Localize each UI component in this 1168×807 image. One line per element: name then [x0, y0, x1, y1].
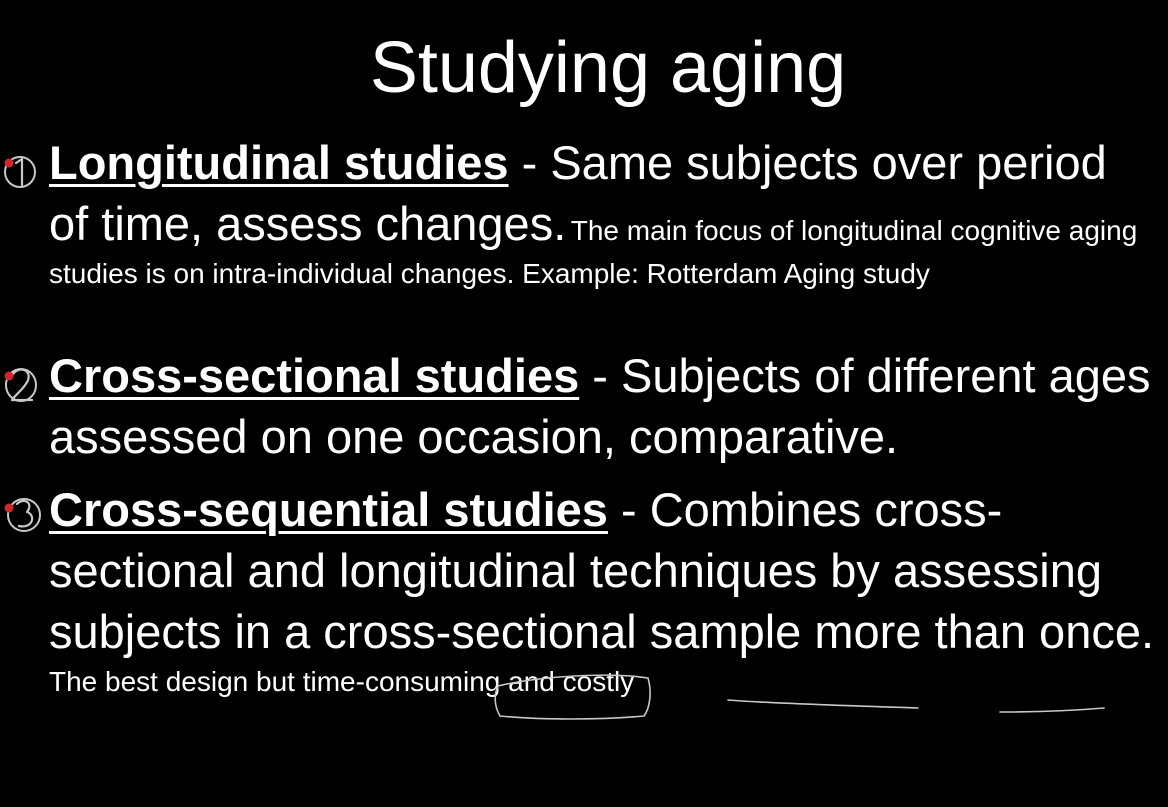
handwritten-number-1-icon — [4, 156, 36, 188]
description-cross-sequential: Combines cross-sectional and longitudina… — [49, 483, 1155, 658]
bullet-longitudinal: Longitudinal studies - Same subjects ove… — [49, 132, 1159, 294]
ink-circle-best-design — [494, 674, 651, 720]
separator: - — [579, 349, 621, 402]
ink-underline-costly — [999, 707, 1105, 713]
note-cross-sequential: The best design but time-consuming and c… — [49, 666, 635, 697]
bullet-cross-sectional: Cross-sectional studies - Subjects of di… — [49, 345, 1159, 467]
handwritten-number-3-icon — [4, 498, 41, 532]
bullet-cross-sequential: Cross-sequential studies - Combines cros… — [49, 479, 1159, 702]
description-cross-sectional: Subjects of different ages assessed on o… — [49, 349, 1151, 463]
description-longitudinal: Same subjects over period of time, asses… — [49, 136, 1107, 250]
separator: - — [508, 136, 551, 189]
term-cross-sectional: Cross-sectional studies — [49, 349, 580, 402]
ink-underline-time-consuming — [727, 699, 919, 709]
note-longitudinal: The main focus of longitudinal cognitive… — [49, 215, 1138, 289]
handwritten-number-2-icon — [4, 368, 37, 402]
slide-title: Studying aging — [369, 28, 847, 108]
separator: - — [607, 483, 650, 536]
term-cross-sequential: Cross-sequential studies — [49, 483, 608, 536]
term-longitudinal: Longitudinal studies — [49, 136, 509, 189]
